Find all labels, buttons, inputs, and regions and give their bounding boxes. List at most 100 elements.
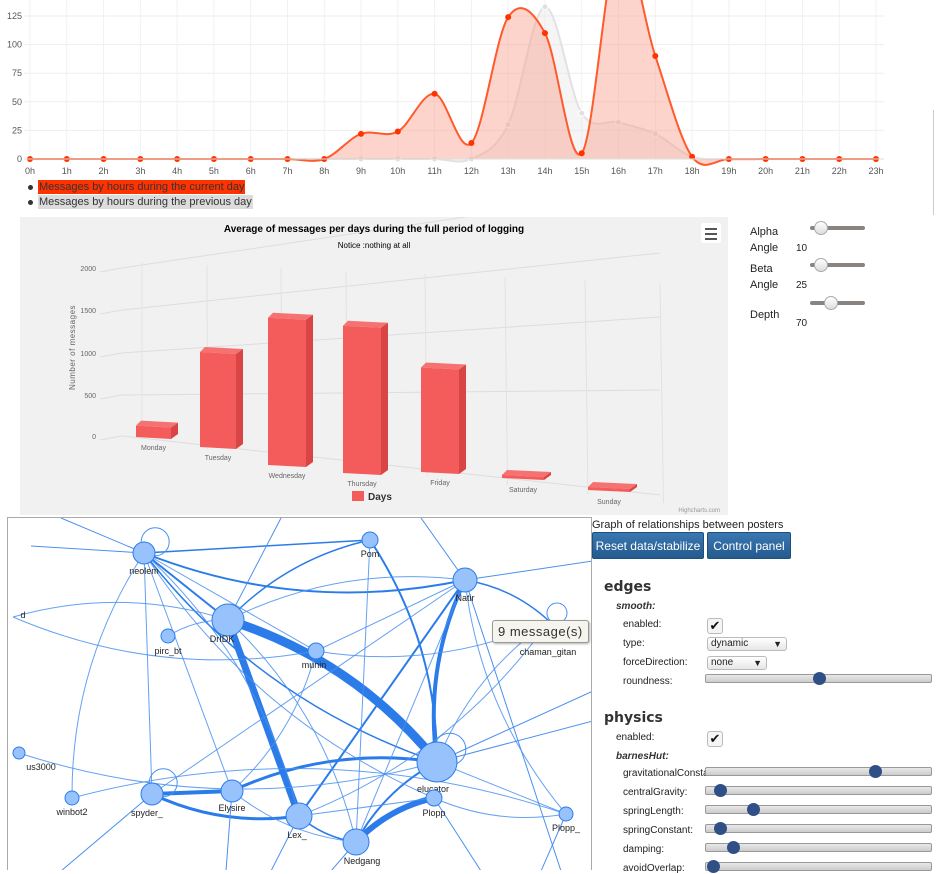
node-label: Natir <box>455 593 474 603</box>
graph-node-pircbt[interactable] <box>160 628 176 644</box>
control-value: 70 <box>796 318 808 329</box>
node-label: Lex_ <box>287 830 308 840</box>
graph-node-neolem[interactable] <box>132 541 156 565</box>
physics-param-slider[interactable] <box>705 784 932 797</box>
graph-node-munin[interactable] <box>307 642 325 660</box>
graph-node-Plopp[interactable] <box>425 789 443 807</box>
gridline <box>121 252 661 311</box>
series-area <box>30 0 876 165</box>
bar-side <box>459 364 466 474</box>
slider-thumb[interactable] <box>713 822 727 835</box>
angle-slider[interactable] <box>810 221 865 235</box>
graph-node-Nedgang[interactable] <box>342 828 370 856</box>
physics-param-slider[interactable] <box>705 841 932 854</box>
edge-tooltip: 9 message(s) <box>492 620 589 643</box>
node-label: d <box>20 610 25 620</box>
x-tick-label: 19h <box>721 166 736 176</box>
graph-node-winbot2[interactable] <box>64 790 80 806</box>
slider-thumb[interactable] <box>706 860 720 873</box>
x-tick-label: 20h <box>758 166 773 176</box>
graph-node-us3000[interactable] <box>12 746 26 760</box>
data-point <box>394 128 401 135</box>
legend-previous-day[interactable]: Messages by hours during the previous da… <box>28 195 253 209</box>
smooth-enabled-checkbox[interactable]: ✔ <box>707 618 723 634</box>
graph-node-spyder[interactable] <box>140 782 164 806</box>
bullet-icon <box>28 184 33 190</box>
slider-thumb[interactable] <box>713 784 727 797</box>
x-tick-label: 0h <box>25 166 35 176</box>
legend-label: Days <box>368 492 392 503</box>
slider-thumb[interactable] <box>814 258 829 272</box>
control-label: Depth <box>750 309 780 321</box>
physics-enabled-checkbox[interactable]: ✔ <box>707 731 723 747</box>
relationship-graph[interactable]: neolem DrIDK pirc_bt Pom Natir munin chaman_gi… <box>7 517 592 870</box>
node-label: pirc_bt <box>154 646 182 656</box>
graph-canvas[interactable]: neolem DrIDK pirc_bt Pom Natir munin chaman_gi… <box>8 518 592 870</box>
graph-node-Natir[interactable] <box>452 567 478 593</box>
bar-side <box>306 314 313 467</box>
graph-edge <box>151 792 300 821</box>
physics-param-slider[interactable] <box>705 822 932 835</box>
x-tick-label: 14h <box>537 166 552 176</box>
physics-param-label: damping: <box>623 844 665 855</box>
slider-thumb[interactable] <box>812 672 826 685</box>
graph-edge <box>433 797 567 818</box>
graph-edge <box>355 539 371 843</box>
graph-node-elucator[interactable] <box>416 741 458 783</box>
graph-edge <box>151 789 233 796</box>
x-tick-label: 21h <box>795 166 810 176</box>
graph-node-Elysire[interactable] <box>220 779 244 803</box>
chart-menu-button[interactable] <box>701 223 721 243</box>
data-point <box>468 139 475 146</box>
graph-edge <box>464 579 562 870</box>
force-direction-select[interactable]: none ▼ <box>707 656 767 670</box>
graph-edge <box>71 768 567 815</box>
x-tick-label: Tuesday <box>205 455 232 462</box>
x-tick-label: Thursday <box>347 481 377 488</box>
credits-link[interactable]: Highcharts.com <box>678 508 720 514</box>
node-label: munin <box>302 660 327 670</box>
type-label: type: <box>623 638 645 649</box>
type-select[interactable]: dynamic ▼ <box>707 637 787 651</box>
physics-param-slider[interactable] <box>705 803 932 816</box>
y-tick-label: 50 <box>12 97 22 107</box>
x-tick-label: 8h <box>319 166 329 176</box>
slider-thumb[interactable] <box>814 221 829 235</box>
data-point <box>541 3 549 11</box>
graph-edge <box>369 539 438 763</box>
physics-param-slider[interactable] <box>705 765 932 778</box>
days-chart-svg: 0 500 1000 1500 2000 Number of messages Averag… <box>68 217 720 514</box>
data-point <box>615 118 623 126</box>
smooth-label: smooth: <box>616 601 656 612</box>
graph-node-Pom[interactable] <box>361 531 379 549</box>
graph-node-Plopp[interactable] <box>558 806 574 822</box>
graph-edge <box>143 552 233 792</box>
x-tick-label: 13h <box>501 166 516 176</box>
graph-edge <box>540 813 567 870</box>
bar-top <box>136 420 178 428</box>
physics-enabled-label: enabled: <box>616 732 655 743</box>
control-panel-button[interactable]: Control panel <box>707 532 791 559</box>
y-tick-label: 1000 <box>80 351 96 358</box>
graph-edge <box>30 545 145 554</box>
graph-node-DrIDK[interactable] <box>211 603 245 637</box>
x-tick-label: 5h <box>209 166 219 176</box>
reset-button[interactable]: Reset data/stabilize <box>592 532 704 559</box>
x-tick-label: 6h <box>246 166 256 176</box>
node-label: chaman_gitan <box>520 647 577 657</box>
graph-node-Lex[interactable] <box>285 802 313 830</box>
gridline <box>504 276 508 486</box>
slider-thumb[interactable] <box>727 841 740 854</box>
angle-slider[interactable] <box>810 258 865 272</box>
slider-thumb[interactable] <box>868 765 882 778</box>
graph-edge <box>298 579 466 817</box>
roundness-slider[interactable] <box>705 672 932 685</box>
slider-thumb[interactable] <box>747 803 761 816</box>
angle-slider[interactable] <box>810 296 865 310</box>
gridline <box>99 267 123 273</box>
x-tick-label: 23h <box>868 166 883 176</box>
slider-thumb[interactable] <box>824 296 839 310</box>
y-tick-label: 1500 <box>80 308 96 315</box>
physics-param-label: springLength: <box>623 806 684 817</box>
legend-current-day[interactable]: Messages by hours during the current day <box>28 180 246 194</box>
